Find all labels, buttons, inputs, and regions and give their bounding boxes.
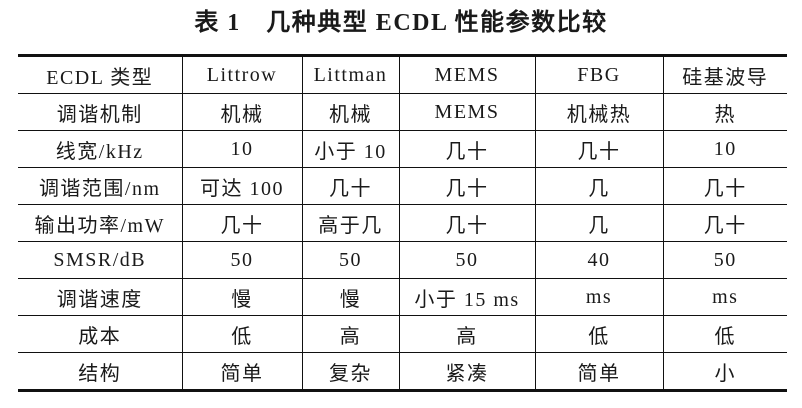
column-header: Littrow <box>181 55 302 94</box>
table-cell: 50 <box>662 241 787 279</box>
table-row: 结构 简单 复杂 紧凑 简单小 <box>18 352 787 391</box>
table-cell: 小于 15 ms <box>398 278 535 316</box>
table-cell: MEMS <box>398 93 535 131</box>
table-cell: 简单 <box>534 352 663 391</box>
table-cell: 几十 <box>662 167 787 205</box>
table-cell: 几十 <box>398 130 535 168</box>
table-cell: 低 <box>662 315 787 353</box>
table-cell: 低 <box>181 315 302 353</box>
column-header: ECDL 类型 <box>46 66 154 89</box>
column-header: MEMS <box>398 55 535 94</box>
row-label: 成本 <box>78 325 122 348</box>
table-cell: 几十 <box>398 167 535 205</box>
table-row: 调谐范围/nm 可达 100 几十 几十几几十 <box>18 167 787 205</box>
table-cell: ms <box>662 278 787 316</box>
table-cell: 10 <box>181 130 302 168</box>
table-cell: 热 <box>662 93 787 131</box>
table-body: 调谐机制 机械 机械 MEMS 机械热热线宽/kHz 10 小于 10 几十 几十 10 调谐范围/… <box>18 93 787 391</box>
table-cell: 几十 <box>181 204 302 242</box>
table-cell: 紧凑 <box>398 352 535 391</box>
table-cell: 慢 <box>301 278 399 316</box>
table-cell: 机械 <box>301 93 399 131</box>
table-row: 调谐机制 机械 机械 MEMS 机械热热 <box>18 93 787 131</box>
table-cell: 机械热 <box>534 93 663 131</box>
table-cell: 50 <box>301 241 399 279</box>
row-label: 结构 <box>78 362 122 385</box>
column-header: FBG <box>534 55 663 94</box>
table-cell: 50 <box>398 241 535 279</box>
column-header: Littman <box>301 55 399 94</box>
table-cell: 40 <box>534 241 663 279</box>
table-title: 表 1 几种典型 ECDL 性能参数比较 <box>194 10 608 36</box>
table-cell: 机械 <box>181 93 302 131</box>
table-cell: 10 <box>662 130 787 168</box>
row-label: 调谐范围/nm <box>38 177 161 200</box>
table-cell: 50 <box>181 241 302 279</box>
table-cell: 几 <box>534 167 663 205</box>
table-cell: 可达 100 <box>181 167 302 205</box>
table-row: 成本低高高低低 <box>18 315 787 353</box>
table-cell: 高 <box>301 315 399 353</box>
row-label: SMSR/dB <box>53 248 147 271</box>
table-cell: 慢 <box>181 278 302 316</box>
row-label: 线宽/kHz <box>55 140 144 163</box>
table-cell: 高于几 <box>301 204 399 242</box>
table-cell: 小于 10 <box>301 130 399 168</box>
table-cell: 几十 <box>301 167 399 205</box>
table-header-row: ECDL 类型 Littrow Littman MEMS FBG 硅基波导 <box>18 55 787 94</box>
table-cell: 几十 <box>662 204 787 242</box>
row-label: 调谐机制 <box>56 103 143 126</box>
table-cell: ms <box>534 278 663 316</box>
table-cell: 复杂 <box>301 352 399 391</box>
row-label: 调谐速度 <box>56 288 143 311</box>
table-cell: 几十 <box>398 204 535 242</box>
ecdl-comparison-table: ECDL 类型 Littrow Littman MEMS FBG 硅基波导 调谐机制 机械机… <box>18 54 787 392</box>
table-row: 调谐速度慢慢小于 15 ms ms ms <box>18 278 787 316</box>
table-cell: 小 <box>662 352 787 391</box>
table-cell: 几十 <box>534 130 663 168</box>
table-row: 输出功率/mW 几十 高于几 几十几几十 <box>18 204 787 242</box>
row-label: 输出功率/mW <box>34 214 165 237</box>
table-cell: 简单 <box>181 352 302 391</box>
table-row: 线宽/kHz 10 小于 10 几十 几十 10 <box>18 130 787 168</box>
table-cell: 高 <box>398 315 535 353</box>
table-row: SMSR/dB 50 50 50 40 50 <box>18 241 787 279</box>
table-cell: 几 <box>534 204 663 242</box>
table-cell: 低 <box>534 315 663 353</box>
column-header: 硅基波导 <box>662 55 787 94</box>
